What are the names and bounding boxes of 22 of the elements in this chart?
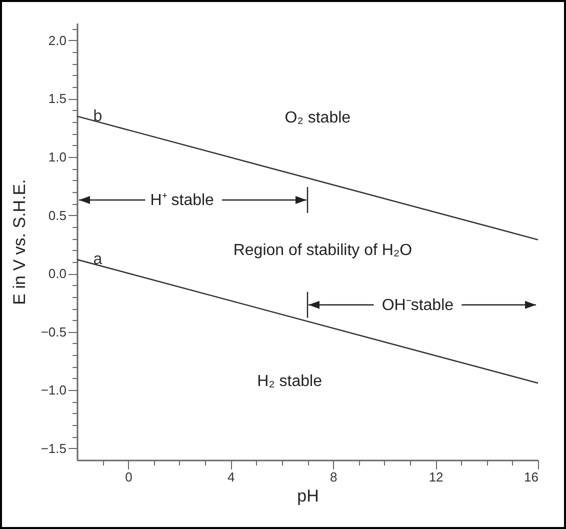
annotation: H₂ stable [257,372,322,390]
x-tick-label: 4 [228,470,235,484]
y-tick-label: −1.5 [40,440,66,456]
annotation: H⁺ stable [150,192,214,209]
series-label: a [93,251,102,268]
series-label: b [93,108,102,125]
y-tick-label: 1.5 [48,91,66,106]
y-tick-label: 1.0 [48,150,66,165]
y-axis-title: E in V vs. S.H.E. [10,179,29,305]
annotation: Region of stability of H₂O [233,242,412,260]
annotation: OH⁻stable [382,296,454,314]
x-tick-label: 16 [524,470,538,484]
y-tick-label: −1.0 [40,382,66,398]
x-tick-label: 8 [330,470,338,484]
x-axis-title: pH [297,486,319,506]
annotation: O₂ stable [284,109,351,126]
x-tick-label: 12 [428,470,444,484]
y-tick-label: 0.5 [48,208,66,223]
x-tick-label: 0 [125,470,132,484]
y-tick-label: 0.0 [48,266,66,282]
y-tick-label: 2.0 [48,32,66,48]
y-tick-label: −0.5 [40,324,66,340]
